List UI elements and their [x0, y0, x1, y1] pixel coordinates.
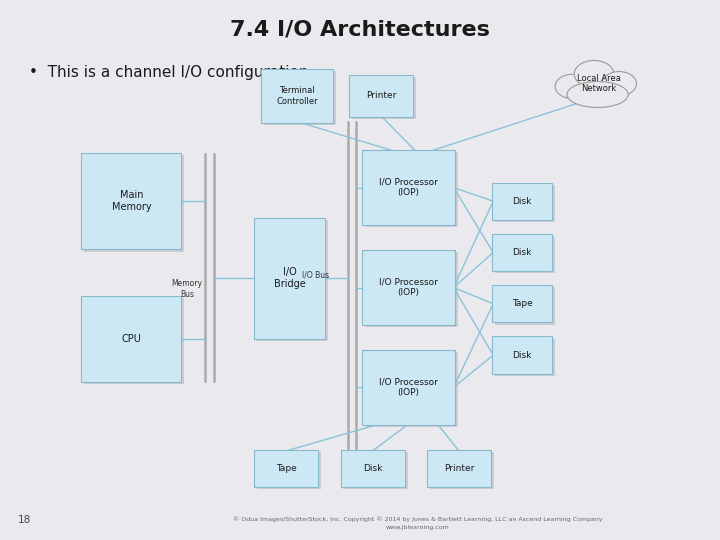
Text: 7.4 I/O Architectures: 7.4 I/O Architectures	[230, 19, 490, 40]
Text: © Odua Images/ShutterStock, Inc. Copyright © 2014 by Jones & Bartlett Learning, : © Odua Images/ShutterStock, Inc. Copyrig…	[233, 517, 603, 522]
FancyBboxPatch shape	[362, 250, 455, 325]
FancyBboxPatch shape	[492, 336, 552, 374]
Text: I/O
Bridge: I/O Bridge	[274, 267, 306, 289]
FancyBboxPatch shape	[257, 220, 328, 341]
Text: Memory
Bus: Memory Bus	[171, 279, 203, 299]
Text: CPU: CPU	[122, 334, 141, 344]
Ellipse shape	[567, 82, 628, 107]
FancyBboxPatch shape	[257, 452, 321, 489]
Text: Disk: Disk	[513, 350, 531, 360]
Text: I/O Bus: I/O Bus	[302, 271, 329, 280]
FancyBboxPatch shape	[495, 287, 555, 325]
Text: Main
Memory: Main Memory	[112, 190, 151, 212]
FancyBboxPatch shape	[495, 236, 555, 273]
FancyBboxPatch shape	[495, 339, 555, 376]
FancyBboxPatch shape	[84, 155, 184, 252]
Ellipse shape	[575, 60, 613, 87]
Text: Local Area
Network: Local Area Network	[577, 74, 621, 93]
Text: •  This is a channel I/O configuration.: • This is a channel I/O configuration.	[29, 65, 313, 80]
Text: Tape: Tape	[512, 299, 532, 308]
Ellipse shape	[602, 71, 636, 96]
FancyBboxPatch shape	[352, 77, 416, 119]
FancyBboxPatch shape	[254, 218, 325, 339]
FancyBboxPatch shape	[343, 452, 408, 489]
FancyBboxPatch shape	[362, 150, 455, 225]
FancyBboxPatch shape	[492, 285, 552, 322]
FancyBboxPatch shape	[365, 152, 458, 227]
Text: Tape: Tape	[276, 464, 297, 473]
Text: I/O Processor
(IOP): I/O Processor (IOP)	[379, 278, 438, 297]
FancyBboxPatch shape	[492, 183, 552, 220]
FancyBboxPatch shape	[254, 450, 318, 487]
Text: www.jblearning.com: www.jblearning.com	[386, 525, 449, 530]
FancyBboxPatch shape	[81, 296, 181, 382]
FancyBboxPatch shape	[365, 352, 458, 427]
FancyBboxPatch shape	[495, 185, 555, 222]
FancyBboxPatch shape	[430, 452, 494, 489]
Ellipse shape	[555, 75, 590, 98]
Text: Printer: Printer	[366, 91, 397, 100]
FancyBboxPatch shape	[264, 71, 336, 125]
FancyBboxPatch shape	[261, 69, 333, 123]
FancyBboxPatch shape	[81, 153, 181, 249]
Text: Printer: Printer	[444, 464, 474, 473]
Text: Disk: Disk	[513, 197, 531, 206]
Text: Disk: Disk	[363, 464, 382, 473]
FancyBboxPatch shape	[427, 450, 491, 487]
FancyBboxPatch shape	[362, 350, 455, 425]
Text: Terminal
Controller: Terminal Controller	[276, 86, 318, 105]
Text: I/O Processor
(IOP): I/O Processor (IOP)	[379, 378, 438, 397]
FancyBboxPatch shape	[341, 450, 405, 487]
FancyBboxPatch shape	[84, 298, 184, 384]
FancyBboxPatch shape	[492, 234, 552, 271]
FancyBboxPatch shape	[349, 75, 413, 117]
Text: I/O Processor
(IOP): I/O Processor (IOP)	[379, 178, 438, 197]
Text: 18: 18	[18, 515, 31, 525]
Text: Disk: Disk	[513, 248, 531, 257]
FancyBboxPatch shape	[365, 252, 458, 327]
